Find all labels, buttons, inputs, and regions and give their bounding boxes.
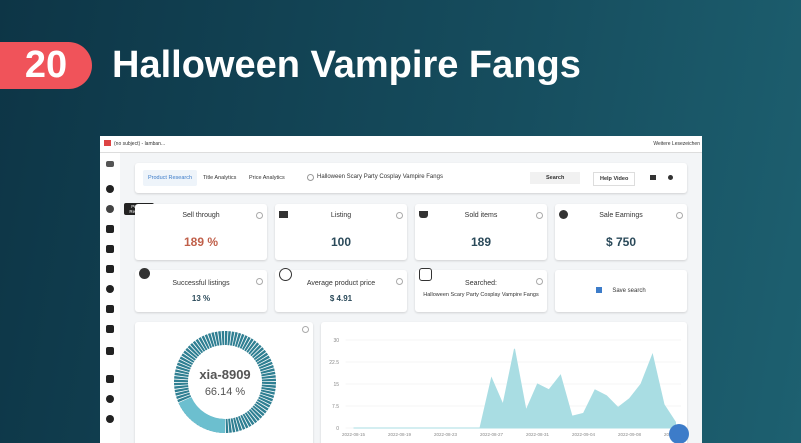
- card-value: 13 %: [191, 294, 211, 303]
- y-tick-label: 22.5: [329, 360, 339, 366]
- help-button[interactable]: Help Video: [593, 172, 636, 186]
- card-icon: [139, 268, 150, 279]
- donut-name: xia-8909: [199, 367, 250, 382]
- card-icon: [419, 268, 432, 281]
- y-tick-label: 30: [333, 338, 339, 344]
- search-icon: [307, 174, 314, 181]
- search-button[interactable]: Search: [530, 172, 581, 184]
- nav-icon[interactable]: [106, 395, 114, 403]
- card-label: Sold items: [464, 212, 498, 219]
- stat-card: Successful listings 13 %: [135, 268, 267, 312]
- donut: xia-8909 66.14 %: [174, 331, 276, 433]
- card-label[interactable]: Save search: [612, 288, 646, 294]
- help-icon[interactable]: [536, 212, 543, 219]
- donut-percent: 66.14 %: [205, 386, 246, 398]
- card-value: 100: [330, 235, 352, 249]
- bookmarks[interactable]: Weitere Lesezeichen: [653, 141, 700, 147]
- card-label: Sale Earnings: [599, 212, 643, 219]
- x-tick-label: 2022-08-27: [480, 432, 504, 437]
- list-icon[interactable]: [650, 175, 656, 180]
- y-tick-label: 7.5: [332, 404, 339, 410]
- nav-icon[interactable]: [106, 347, 114, 355]
- nav-icon[interactable]: [106, 225, 114, 233]
- help-icon[interactable]: [302, 326, 309, 333]
- stat-card: Searched: Halloween Scary Party Cosplay …: [415, 268, 547, 312]
- nav-icon[interactable]: [106, 325, 114, 333]
- app-window: (no subject) - lamban... Weitere Lesezei…: [100, 136, 702, 443]
- help-icon[interactable]: [536, 278, 543, 285]
- help-icon[interactable]: [676, 212, 683, 219]
- x-tick-label: 2022-09-08: [618, 432, 642, 437]
- nav-icon[interactable]: [106, 415, 114, 423]
- card-value: 189: [470, 235, 492, 249]
- search-input[interactable]: Halloween Scary Party Cosplay Vampire Fa…: [317, 174, 443, 180]
- nav-icon[interactable]: [106, 245, 114, 253]
- nav-bar: Product Research Title Analytics Price A…: [135, 163, 687, 193]
- x-tick-label: 2022-08-15: [342, 432, 366, 437]
- card-value: $ 4.91: [329, 294, 353, 303]
- card-icon: [419, 211, 428, 218]
- card-icon: [279, 211, 288, 218]
- donut-segment: [178, 396, 226, 433]
- nav-icon[interactable]: [106, 265, 114, 273]
- browser-tab[interactable]: (no subject) - lamban...: [114, 141, 166, 147]
- stat-card: Sale Earnings $ 750: [555, 204, 687, 260]
- help-icon[interactable]: [396, 278, 403, 285]
- card-icon: [559, 210, 568, 219]
- menu-icon[interactable]: [106, 161, 114, 167]
- card-value: Halloween Scary Party Cosplay Vampire Fa…: [423, 292, 539, 298]
- tab[interactable]: Title Analytics: [203, 175, 237, 181]
- area: [353, 348, 676, 429]
- chat-button[interactable]: [669, 424, 689, 443]
- sidebar: [100, 153, 120, 443]
- nav-icon[interactable]: [106, 285, 114, 293]
- card-value: 189 %: [183, 235, 219, 249]
- card-value: $ 750: [605, 235, 637, 249]
- card-label: Successful listings: [172, 280, 230, 287]
- help-icon[interactable]: [256, 212, 263, 219]
- card-label: Sell through: [182, 212, 220, 219]
- y-tick-label: 15: [333, 382, 339, 388]
- stat-card: Sold items 189: [415, 204, 547, 260]
- help-icon[interactable]: [256, 278, 263, 285]
- area-chart: 0 7.5 15 22.5 30 2022-08-15 2022-08-19 2022-08-…: [329, 338, 687, 437]
- save-icon: [596, 287, 602, 293]
- card-label: Average product price: [306, 280, 376, 287]
- stat-card: Listing 100: [275, 204, 407, 260]
- chart-card: 0 7.5 15 22.5 30 2022-08-15 2022-08-19 2022-08-…: [321, 322, 687, 443]
- card-label: Searched:: [465, 280, 497, 287]
- mail-icon: [104, 140, 111, 146]
- browser-bar: (no subject) - lamban... Weitere Lesezei…: [100, 136, 702, 153]
- x-tick-label: 2022-08-19: [388, 432, 412, 437]
- nav-icon[interactable]: [106, 305, 114, 313]
- donut-card: xia-8909 66.14 %: [135, 322, 313, 443]
- card-icon: [279, 268, 292, 281]
- rank-badge: 20: [0, 42, 92, 89]
- stat-card: Average product price $ 4.91: [275, 268, 407, 312]
- tab[interactable]: Product Research: [143, 170, 198, 186]
- save-search-card[interactable]: Save search: [555, 270, 687, 312]
- tab[interactable]: Price Analytics: [249, 175, 285, 181]
- headline: Halloween Vampire Fangs: [112, 44, 581, 86]
- nav-icon[interactable]: [106, 185, 114, 193]
- x-tick-label: 2022-08-31: [526, 432, 550, 437]
- stat-card: Sell through 189 %: [135, 204, 267, 260]
- nav-icon[interactable]: [106, 205, 114, 213]
- card-label: Listing: [330, 212, 352, 219]
- x-tick-label: 2022-08-23: [434, 432, 458, 437]
- settings-icon[interactable]: [668, 175, 673, 180]
- x-tick-label: 2022-09-04: [572, 432, 596, 437]
- y-tick-label: 0: [336, 426, 339, 432]
- help-icon[interactable]: [396, 212, 403, 219]
- nav-icon[interactable]: [106, 375, 114, 383]
